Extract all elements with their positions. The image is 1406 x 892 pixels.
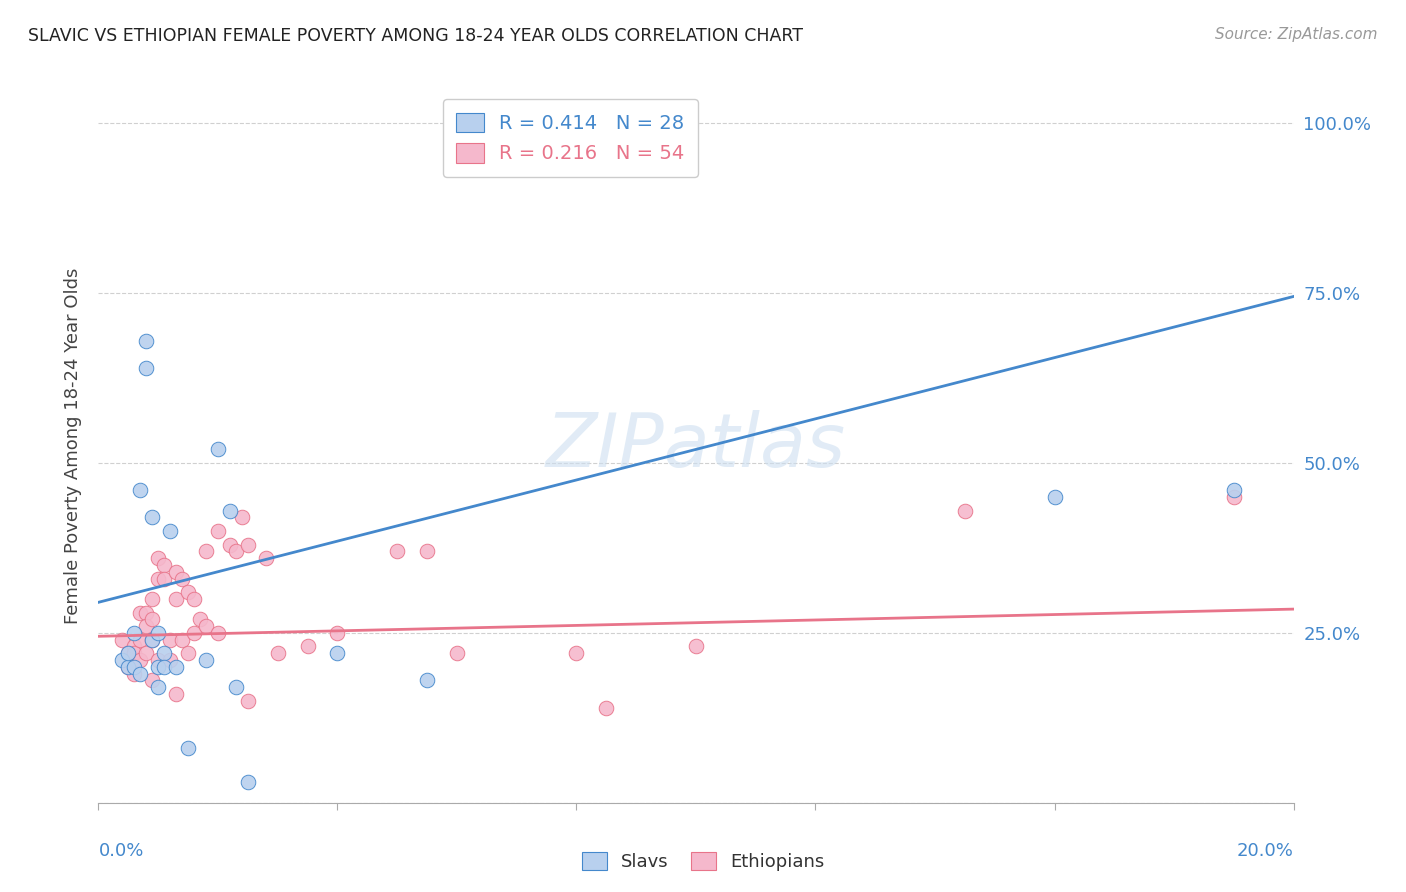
Point bbox=[326, 626, 349, 640]
Point bbox=[177, 646, 200, 660]
Point bbox=[124, 626, 146, 640]
Text: 0.0%: 0.0% bbox=[98, 842, 143, 860]
Point bbox=[141, 632, 163, 647]
Point bbox=[129, 483, 152, 498]
Point bbox=[141, 632, 163, 647]
Point bbox=[225, 544, 247, 558]
Point bbox=[326, 646, 349, 660]
Point bbox=[188, 612, 211, 626]
Point bbox=[135, 646, 157, 660]
Text: Source: ZipAtlas.com: Source: ZipAtlas.com bbox=[1215, 27, 1378, 42]
Point bbox=[148, 572, 170, 586]
Point bbox=[124, 660, 146, 674]
Point bbox=[194, 653, 218, 667]
Point bbox=[207, 442, 229, 457]
Point bbox=[595, 700, 617, 714]
Legend: Slavs, Ethiopians: Slavs, Ethiopians bbox=[574, 845, 832, 879]
Point bbox=[297, 640, 319, 654]
Point bbox=[153, 572, 176, 586]
Point bbox=[124, 646, 146, 660]
Point bbox=[135, 619, 157, 633]
Point bbox=[236, 775, 259, 789]
Point bbox=[135, 606, 157, 620]
Point bbox=[117, 646, 139, 660]
Point bbox=[111, 653, 134, 667]
Point bbox=[565, 646, 588, 660]
Point bbox=[1223, 483, 1246, 498]
Point bbox=[148, 680, 170, 694]
Point bbox=[159, 632, 181, 647]
Point bbox=[129, 632, 152, 647]
Point bbox=[111, 632, 134, 647]
Point bbox=[124, 666, 146, 681]
Point bbox=[117, 646, 139, 660]
Point bbox=[165, 591, 187, 606]
Point bbox=[254, 551, 277, 566]
Text: ZIPatlas: ZIPatlas bbox=[546, 410, 846, 482]
Point bbox=[148, 653, 170, 667]
Point bbox=[267, 646, 290, 660]
Point bbox=[141, 612, 163, 626]
Text: SLAVIC VS ETHIOPIAN FEMALE POVERTY AMONG 18-24 YEAR OLDS CORRELATION CHART: SLAVIC VS ETHIOPIAN FEMALE POVERTY AMONG… bbox=[28, 27, 803, 45]
Point bbox=[148, 551, 170, 566]
Point bbox=[153, 646, 176, 660]
Point bbox=[129, 666, 152, 681]
Point bbox=[207, 524, 229, 538]
Point bbox=[685, 640, 707, 654]
Point bbox=[236, 694, 259, 708]
Point bbox=[236, 537, 259, 551]
Point bbox=[1223, 490, 1246, 504]
Legend: R = 0.414   N = 28, R = 0.216   N = 54: R = 0.414 N = 28, R = 0.216 N = 54 bbox=[443, 99, 697, 177]
Point bbox=[231, 510, 253, 524]
Point bbox=[194, 619, 218, 633]
Point bbox=[225, 680, 247, 694]
Point bbox=[148, 626, 170, 640]
Point bbox=[219, 503, 242, 517]
Point bbox=[135, 360, 157, 375]
Point bbox=[183, 591, 205, 606]
Point bbox=[207, 626, 229, 640]
Point bbox=[416, 544, 439, 558]
Point bbox=[148, 660, 170, 674]
Point bbox=[183, 626, 205, 640]
Point bbox=[153, 558, 176, 572]
Y-axis label: Female Poverty Among 18-24 Year Olds: Female Poverty Among 18-24 Year Olds bbox=[63, 268, 82, 624]
Point bbox=[165, 687, 187, 701]
Text: 20.0%: 20.0% bbox=[1237, 842, 1294, 860]
Point bbox=[165, 660, 187, 674]
Point bbox=[129, 606, 152, 620]
Point bbox=[141, 591, 163, 606]
Point bbox=[129, 653, 152, 667]
Point bbox=[194, 544, 218, 558]
Point bbox=[153, 660, 176, 674]
Point bbox=[385, 544, 409, 558]
Point bbox=[446, 646, 468, 660]
Point bbox=[1043, 490, 1066, 504]
Point bbox=[117, 660, 139, 674]
Point bbox=[953, 503, 976, 517]
Point bbox=[165, 565, 187, 579]
Point bbox=[159, 524, 181, 538]
Point bbox=[135, 334, 157, 348]
Point bbox=[177, 585, 200, 599]
Point bbox=[141, 673, 163, 688]
Point bbox=[416, 673, 439, 688]
Point bbox=[219, 537, 242, 551]
Point bbox=[124, 640, 146, 654]
Point bbox=[117, 660, 139, 674]
Point bbox=[159, 653, 181, 667]
Point bbox=[177, 741, 200, 756]
Point bbox=[141, 510, 163, 524]
Point bbox=[172, 632, 194, 647]
Point bbox=[172, 572, 194, 586]
